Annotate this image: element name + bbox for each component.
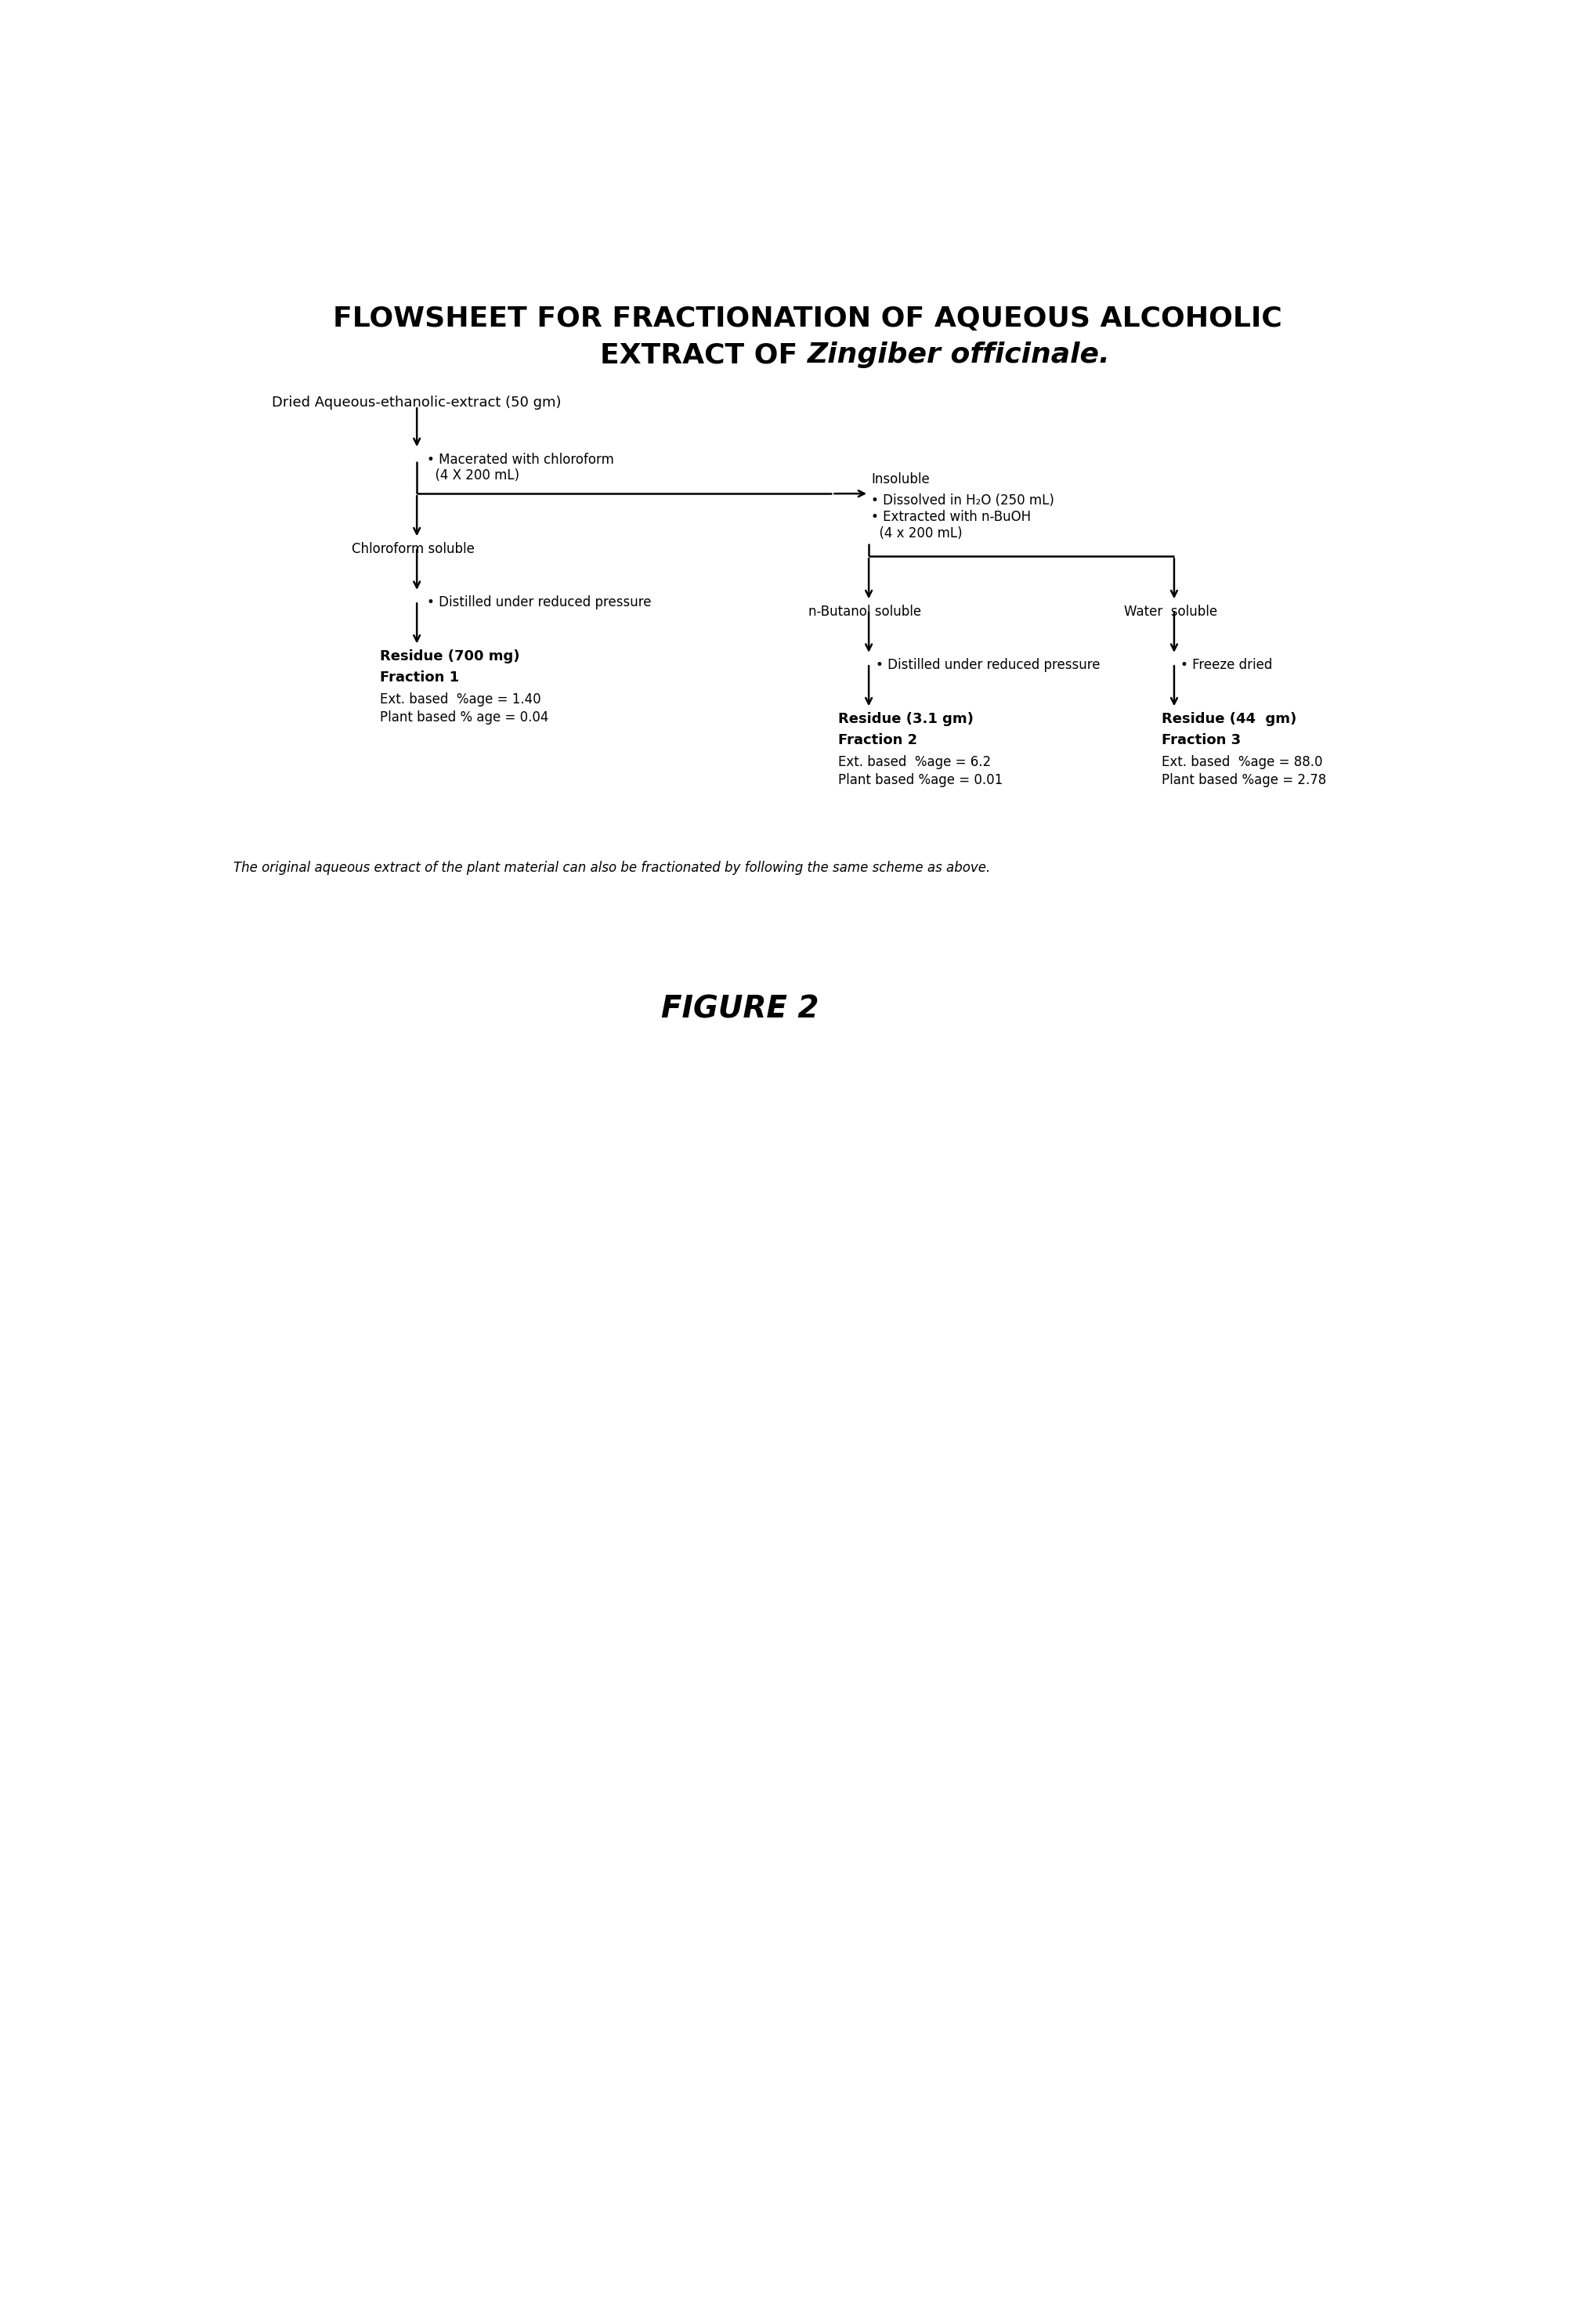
- Text: Residue (700 mg): Residue (700 mg): [380, 648, 520, 662]
- Text: Dried Aqueous-ethanolic-extract (50 gm): Dried Aqueous-ethanolic-extract (50 gm): [273, 395, 561, 409]
- Text: • Distilled under reduced pressure: • Distilled under reduced pressure: [876, 658, 1100, 672]
- Text: Zingiber officinale.: Zingiber officinale.: [807, 342, 1111, 367]
- Text: • Macerated with chloroform
  (4 X 200 mL): • Macerated with chloroform (4 X 200 mL): [427, 453, 613, 483]
- Text: Plant based %age = 0.01: Plant based %age = 0.01: [838, 774, 1002, 788]
- Text: Fraction 2: Fraction 2: [838, 734, 917, 748]
- Text: Residue (3.1 gm): Residue (3.1 gm): [838, 711, 974, 725]
- Text: Ext. based  %age = 6.2: Ext. based %age = 6.2: [838, 755, 991, 769]
- Text: n-Butanol soluble: n-Butanol soluble: [808, 604, 922, 618]
- Text: Plant based %age = 2.78: Plant based %age = 2.78: [1162, 774, 1327, 788]
- Text: Ext. based  %age = 88.0: Ext. based %age = 88.0: [1162, 755, 1322, 769]
- Text: Water  soluble: Water soluble: [1124, 604, 1217, 618]
- Text: The original aqueous extract of the plant material can also be fractionated by f: The original aqueous extract of the plan…: [233, 860, 990, 874]
- Text: FLOWSHEET FOR FRACTIONATION OF AQUEOUS ALCOHOLIC: FLOWSHEET FOR FRACTIONATION OF AQUEOUS A…: [333, 307, 1283, 332]
- Text: Chloroform soluble: Chloroform soluble: [351, 541, 474, 555]
- Text: Plant based % age = 0.04: Plant based % age = 0.04: [380, 711, 548, 725]
- Text: EXTRACT OF: EXTRACT OF: [600, 342, 807, 367]
- Text: • Distilled under reduced pressure: • Distilled under reduced pressure: [427, 595, 651, 609]
- Text: Ext. based  %age = 1.40: Ext. based %age = 1.40: [380, 693, 541, 706]
- Text: Fraction 1: Fraction 1: [380, 672, 460, 686]
- Text: Fraction 3: Fraction 3: [1162, 734, 1242, 748]
- Text: Insoluble: Insoluble: [872, 472, 930, 486]
- Text: Residue (44  gm): Residue (44 gm): [1162, 711, 1297, 725]
- Text: • Freeze dried: • Freeze dried: [1180, 658, 1272, 672]
- Text: FIGURE 2: FIGURE 2: [660, 995, 820, 1025]
- Text: • Dissolved in H₂O (250 mL)
• Extracted with n-BuOH
  (4 x 200 mL): • Dissolved in H₂O (250 mL) • Extracted …: [872, 493, 1054, 539]
